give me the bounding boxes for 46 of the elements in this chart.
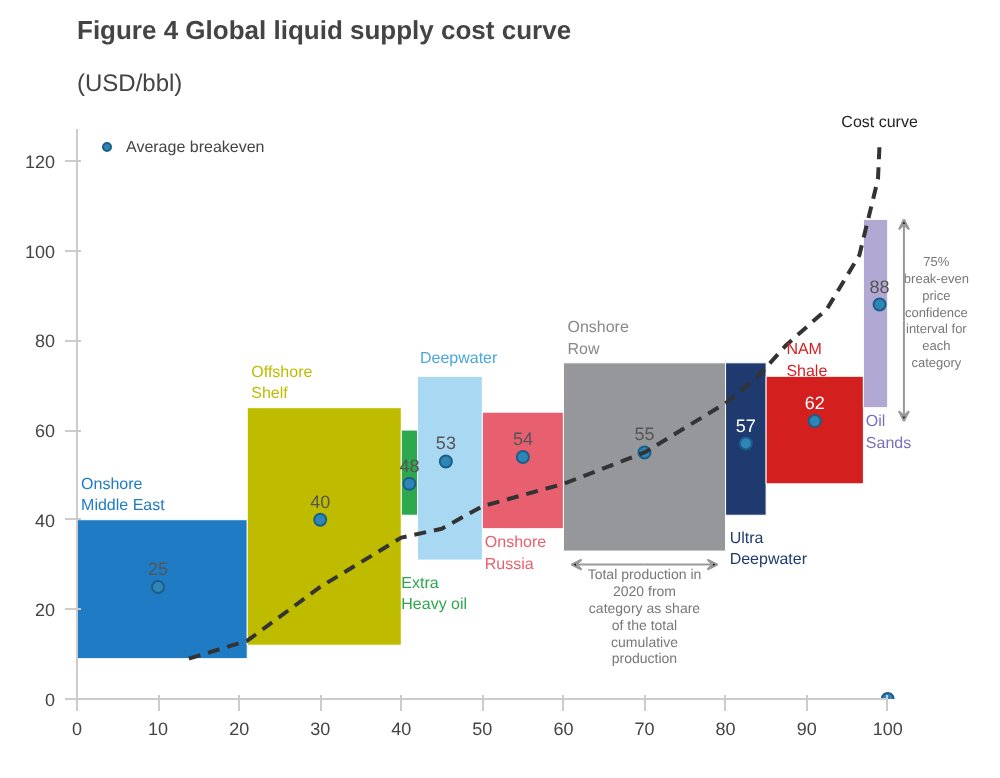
annotation: Onshore Russia <box>484 533 548 573</box>
x-tick-label: 100 <box>872 719 903 739</box>
point <box>151 579 166 594</box>
x-tick-label: 30 <box>310 719 331 739</box>
data-label: 55 <box>634 424 655 445</box>
x-tick-label: 0 <box>71 719 83 739</box>
x-tick-label: 70 <box>634 719 655 739</box>
data-label: 57 <box>735 415 756 436</box>
annotation: Offshore Shelf <box>251 362 314 403</box>
y-tick-label: 80 <box>34 331 56 352</box>
point <box>402 476 417 491</box>
chart-subtitle: (USD/bbl) <box>77 69 183 97</box>
annotation: Onshore Middle East <box>81 474 167 515</box>
annotation: Onshore Row <box>567 318 630 358</box>
y-tick-label: 20 <box>34 600 56 621</box>
point <box>515 449 530 464</box>
x-tick-label: 90 <box>796 719 817 739</box>
chart-title: Figure 4 Global liquid supply cost curve <box>77 15 572 45</box>
y-tick-label: 40 <box>34 510 56 531</box>
x-tick-label: 20 <box>229 719 250 739</box>
x-tick-label: 40 <box>391 719 412 739</box>
annotation: Extra Heavy oil <box>401 573 468 614</box>
x-tick-label: 10 <box>148 719 169 739</box>
legend-label: Average breakeven <box>126 136 265 156</box>
point <box>313 512 328 527</box>
annotation: Ultra Deepwater <box>729 528 808 569</box>
point <box>872 297 887 312</box>
point <box>738 436 753 451</box>
y-tick-label: 60 <box>34 421 56 442</box>
data-label: 62 <box>804 393 825 414</box>
x-tick-label: 80 <box>715 719 736 739</box>
series-label: Cost curve <box>841 113 919 132</box>
annotation: Deepwater <box>419 349 498 368</box>
annotation: NAM Shale <box>786 340 829 381</box>
x-tick-label: 60 <box>553 719 574 739</box>
data-label: 53 <box>435 433 456 454</box>
y-tick-label: 0 <box>44 690 56 710</box>
point <box>438 454 453 469</box>
y-tick-label: 100 <box>24 241 56 262</box>
data-label: 40 <box>310 491 331 512</box>
data-label: 54 <box>512 428 533 449</box>
y-tick-label: 120 <box>24 152 56 173</box>
data-label: 25 <box>148 558 169 579</box>
point <box>807 414 822 429</box>
x-tick-label: 50 <box>472 719 493 739</box>
annotation: Oil Sands <box>865 412 912 452</box>
